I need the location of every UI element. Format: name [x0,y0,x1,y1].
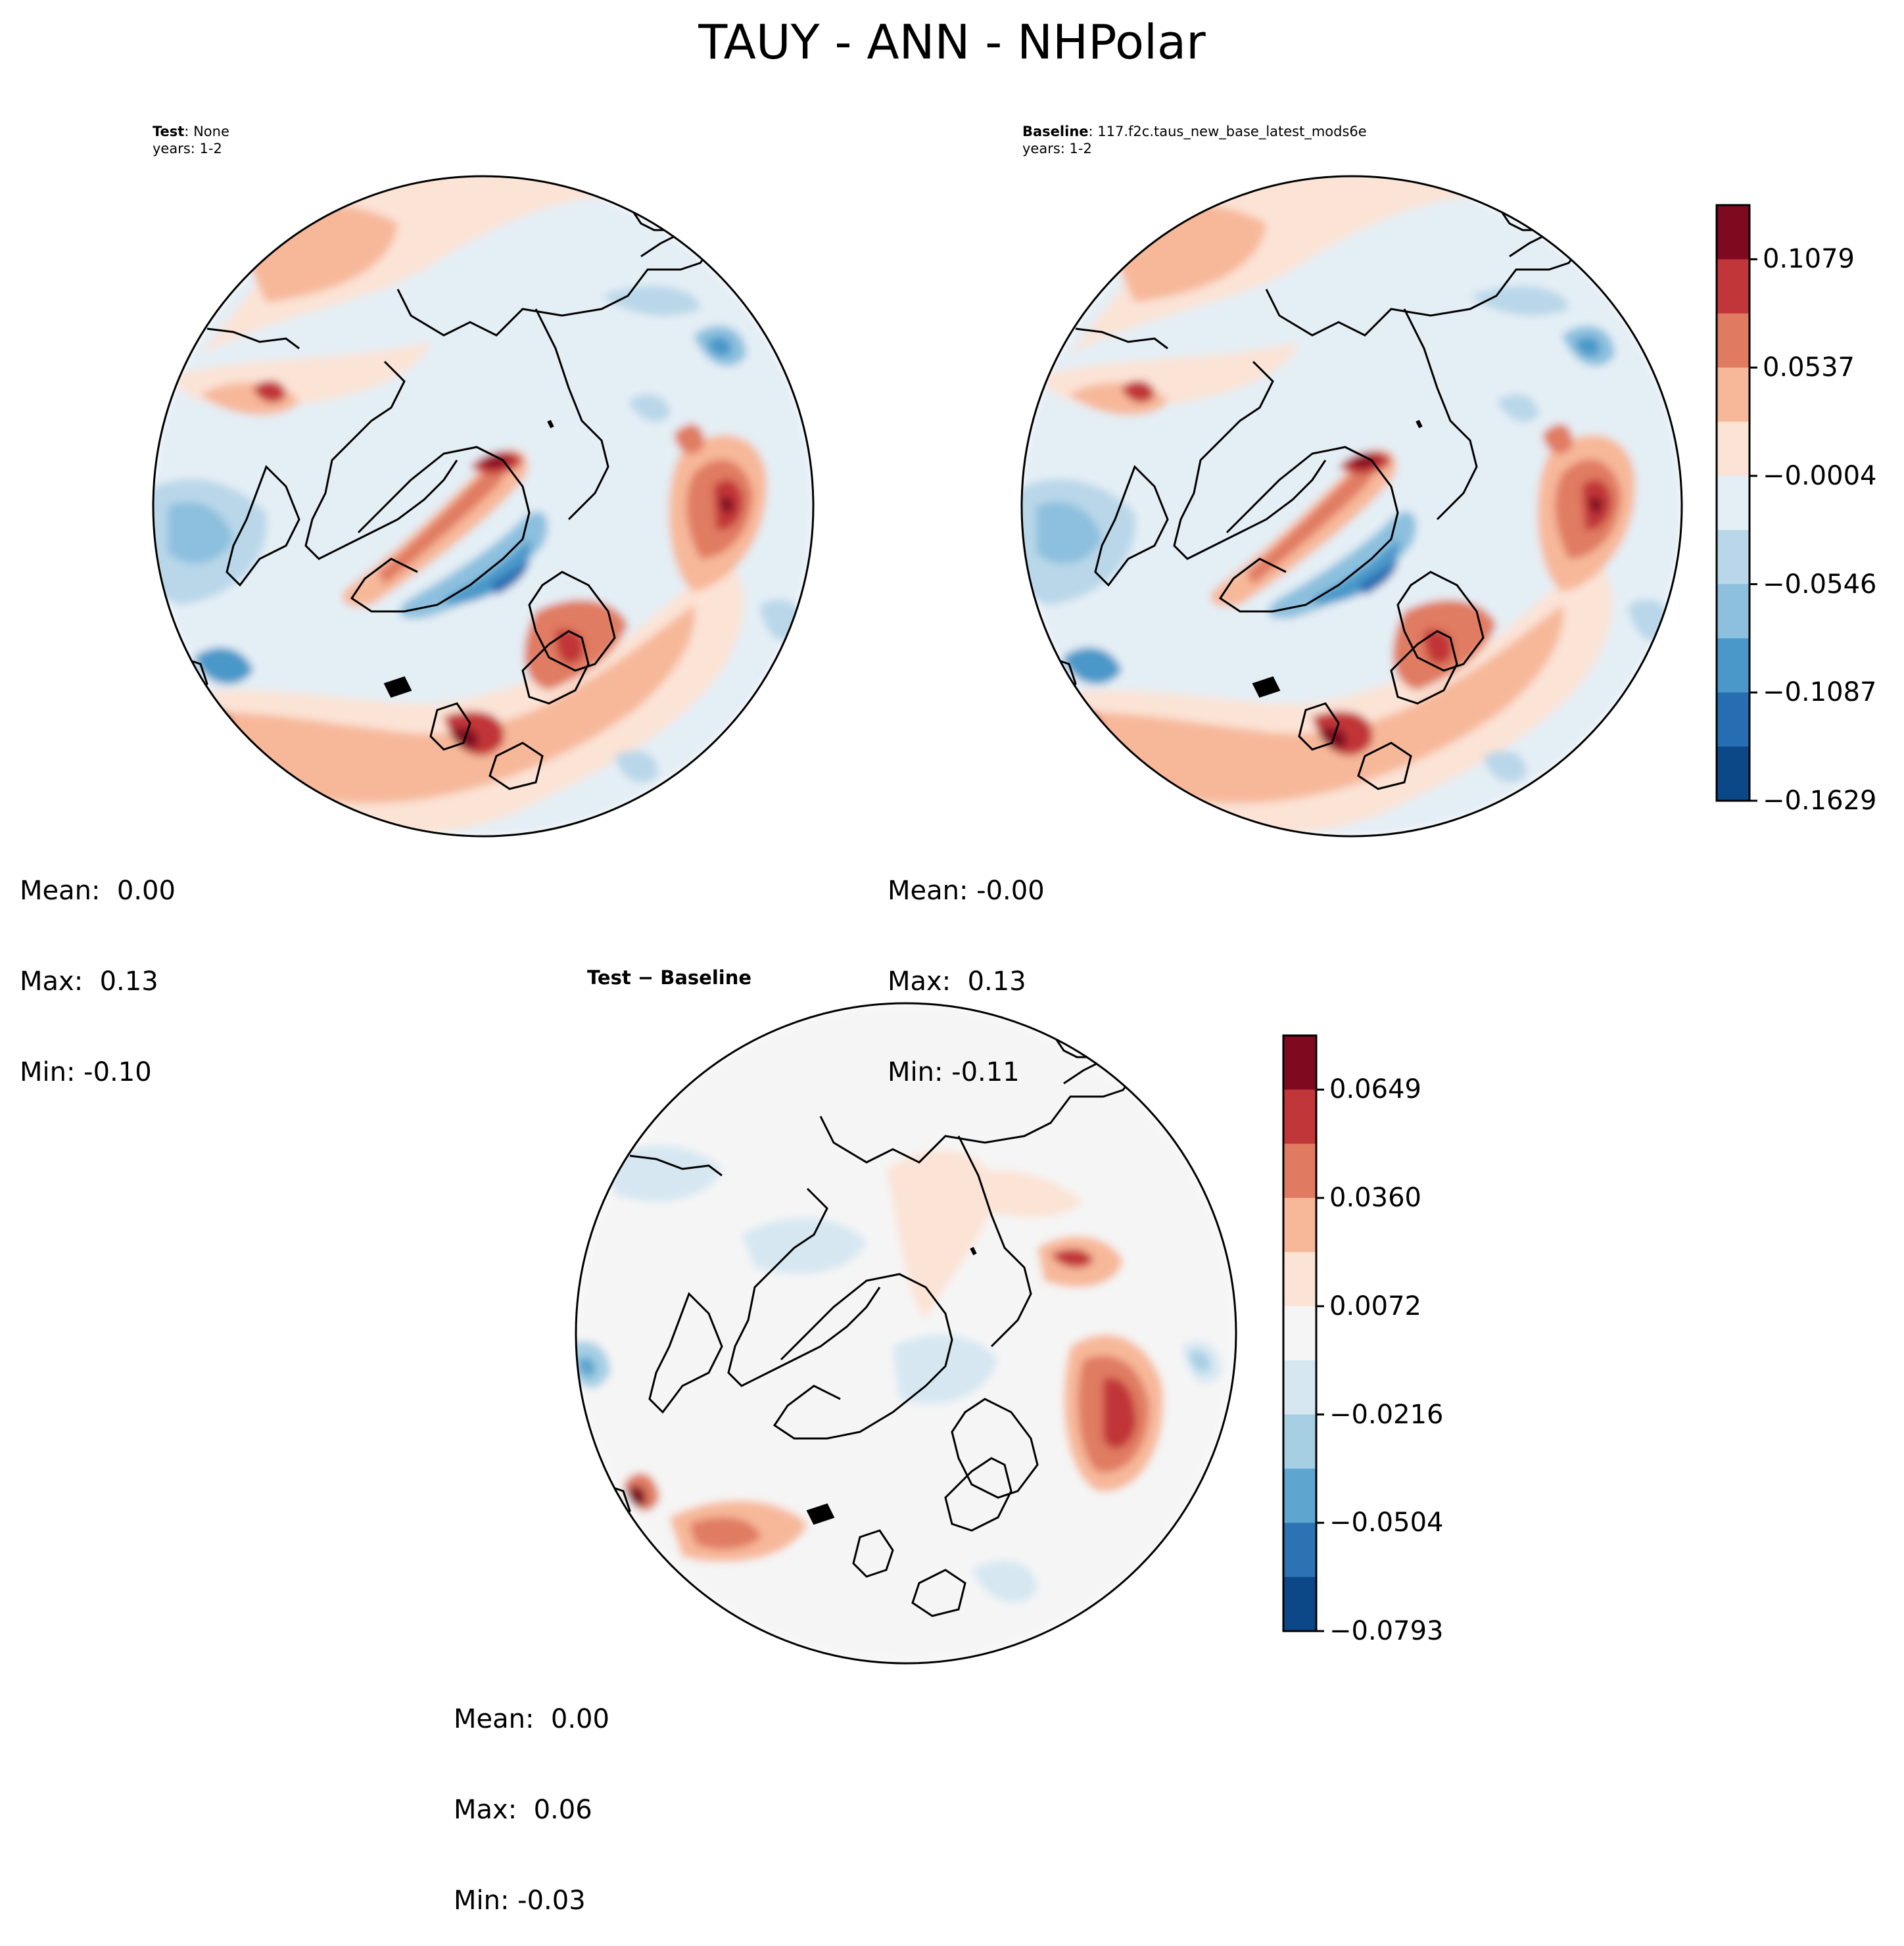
colorbar-tick-label: −0.1087 [1763,677,1877,708]
colorbar-tick-label: −0.0504 [1329,1507,1444,1538]
baseline-stat-max: Max: 0.13 [888,966,1026,997]
colorbar-tick-label: 0.0649 [1329,1074,1421,1105]
main-colorbar [1715,204,1757,802]
test-stat-min: Min: -0.10 [20,1057,152,1087]
figure-title: TAUY - ANN - NHPolar [698,14,1206,70]
colorbar-segment [1283,1468,1316,1523]
colorbar-border [1715,204,1751,802]
colorbar-segment [1717,638,1749,693]
colorbar-segment [1283,1198,1316,1252]
maps-canvas [152,175,1757,1665]
diff-stat-min: Min: -0.03 [454,1886,586,1916]
test-label-rest: : None [184,124,229,139]
test-map-boundary [152,175,815,838]
baseline-map [1020,175,1683,838]
baseline-years: years: 1-2 [1022,141,1092,156]
colorbar-segment [1283,1252,1316,1307]
colorbar-segment [1717,746,1749,801]
colorbar-border [1282,1034,1318,1632]
colorbar-segment [1717,584,1749,639]
colorbar-tick-label: 0.0360 [1329,1183,1421,1214]
colorbar-segment [1717,259,1749,314]
baseline-map-boundary [1020,175,1683,838]
diff-map-boundary [575,1002,1237,1665]
colorbar-segment [1717,313,1749,368]
colorbar-segment [1717,421,1749,477]
test-map [152,175,815,838]
colorbar-segment [1717,692,1749,748]
colorbar-segment [1717,368,1749,422]
colorbar-segment [1717,475,1749,531]
diff-stat-max: Max: 0.06 [454,1795,592,1825]
colorbar-segment [1283,1360,1316,1415]
colorbar-segment [1717,205,1749,260]
diff-map [575,1002,1237,1665]
colorbar-tick-label: 0.1079 [1763,244,1855,275]
colorbar-segment [1283,1577,1316,1632]
baseline-label-bold: Baseline [1022,124,1089,139]
colorbar-segment [1283,1523,1316,1578]
colorbar-tick-label: −0.0793 [1329,1616,1444,1646]
diff-colorbar [1282,1034,1324,1632]
test-stats: Mean: 0.00 Max: 0.13 Min: -0.10 [20,815,176,1118]
baseline-stats: Mean: -0.00 Max: 0.13 Min: -0.11 [888,815,1045,1118]
colorbar-segment [1283,1089,1316,1145]
colorbar-segment [1283,1414,1316,1469]
colorbar-segment [1717,530,1749,585]
baseline-panel-label: Baseline: 117.f2c.taus_new_base_latest_m… [1022,123,1367,157]
colorbar-tick-label: −0.0004 [1763,460,1877,491]
baseline-stat-mean: Mean: -0.00 [888,876,1045,906]
colorbar-segment [1283,1035,1316,1090]
colorbar-tick-label: −0.0546 [1763,569,1877,600]
test-stat-mean: Mean: 0.00 [20,876,176,906]
diff-panel-title: Test − Baseline [587,966,752,989]
colorbar-tick-label: 0.0072 [1329,1291,1421,1321]
colorbar-tick-label: −0.1629 [1763,786,1877,816]
colorbar-tick-label: −0.0216 [1329,1399,1444,1430]
colorbar-tick-label: 0.0537 [1763,352,1855,383]
test-years: years: 1-2 [153,141,222,156]
colorbar-segment [1283,1143,1316,1198]
test-panel-label: Test: None years: 1-2 [153,123,229,157]
test-label-bold: Test [153,124,185,139]
baseline-stat-min: Min: -0.11 [888,1057,1020,1087]
baseline-label-rest: : 117.f2c.taus_new_base_latest_mods6e [1088,124,1367,139]
diff-stats: Mean: 0.00 Max: 0.06 Min: -0.03 [454,1644,609,1946]
test-stat-max: Max: 0.13 [20,966,158,997]
diff-stat-mean: Mean: 0.00 [454,1704,609,1734]
colorbar-segment [1283,1306,1316,1361]
